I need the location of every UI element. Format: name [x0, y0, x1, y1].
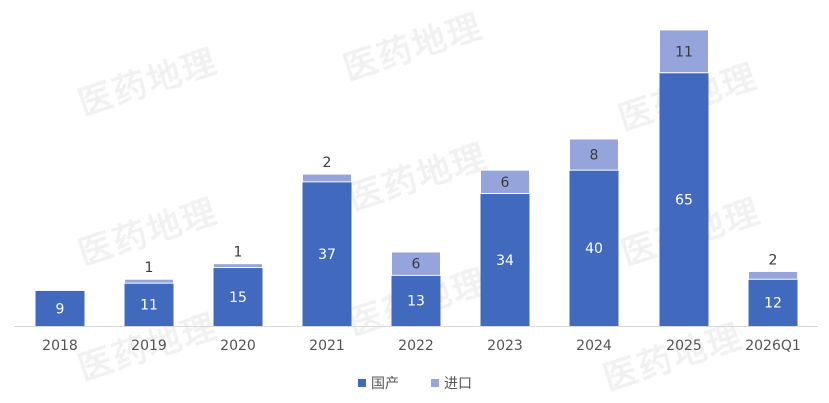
data-label-domestic-2021: 37: [318, 247, 336, 263]
x-tick-label-2018: 2018: [42, 338, 78, 354]
bar-imported-2026Q1: [748, 270, 798, 280]
data-label-imported-2025: 11: [675, 44, 693, 60]
data-label-domestic-2024: 40: [585, 241, 603, 257]
legend-label-domestic: 国产: [371, 376, 399, 392]
bar-imported-2019: [124, 278, 174, 284]
data-label-domestic-2022: 13: [407, 294, 425, 310]
legend-swatch-imported: [431, 379, 439, 387]
data-label-imported-2021: 2: [323, 155, 332, 171]
legend-swatch-domestic: [358, 379, 366, 387]
bar-imported-2020: [213, 263, 263, 269]
data-label-domestic-2025: 65: [675, 192, 693, 208]
bar-domestic-2019: [124, 283, 174, 326]
data-label-domestic-2023: 34: [496, 253, 514, 269]
data-label-domestic-2019: 11: [140, 298, 158, 314]
x-tick-labels: 2018 2019 2020 2021 2022 2023 2024 2025 2026Q1: [42, 338, 801, 354]
data-label-imported-2022: 6: [412, 257, 421, 273]
x-tick-label-2026Q1: 2026Q1: [745, 338, 801, 354]
bar-imported-2024: [569, 138, 619, 171]
bar-domestic-2024: [569, 170, 619, 326]
data-label-imported-2023: 6: [501, 175, 510, 191]
data-label-domestic-2018: 9: [56, 301, 65, 317]
x-tick-label-2023: 2023: [487, 338, 523, 354]
data-label-imported-2024: 8: [590, 148, 599, 164]
bar-domestic-2021: [302, 181, 352, 326]
bar-domestic-2025: [659, 72, 709, 326]
data-label-imported-2019: 1: [145, 260, 154, 276]
data-label-domestic-2026Q1: 12: [764, 296, 782, 312]
bar-domestic-2022: [391, 275, 441, 326]
bar-imported-2023: [480, 169, 530, 195]
legend-label-imported: 进口: [444, 376, 472, 392]
bar-imported-2021: [302, 173, 352, 183]
x-tick-label-2019: 2019: [131, 338, 167, 354]
bar-domestic-2023: [480, 193, 530, 326]
x-tick-label-2025: 2025: [666, 338, 702, 354]
x-tick-label-2021: 2021: [309, 338, 345, 354]
legend: 国产 进口: [358, 376, 472, 392]
x-tick-label-2022: 2022: [398, 338, 434, 354]
x-tick-label-2024: 2024: [576, 338, 612, 354]
bar-imported-2025: [659, 29, 709, 74]
bar-domestic-2026Q1: [748, 279, 798, 326]
bar-imported-2022: [391, 251, 441, 276]
data-label-domestic-2020: 15: [229, 290, 247, 306]
data-label-imported-2026Q1: 2: [769, 252, 778, 268]
x-tick-label-2020: 2020: [220, 338, 256, 354]
data-label-imported-2020: 1: [234, 245, 243, 261]
bar-domestic-2020: [213, 267, 263, 326]
bar-domestic-2018: [35, 290, 85, 326]
